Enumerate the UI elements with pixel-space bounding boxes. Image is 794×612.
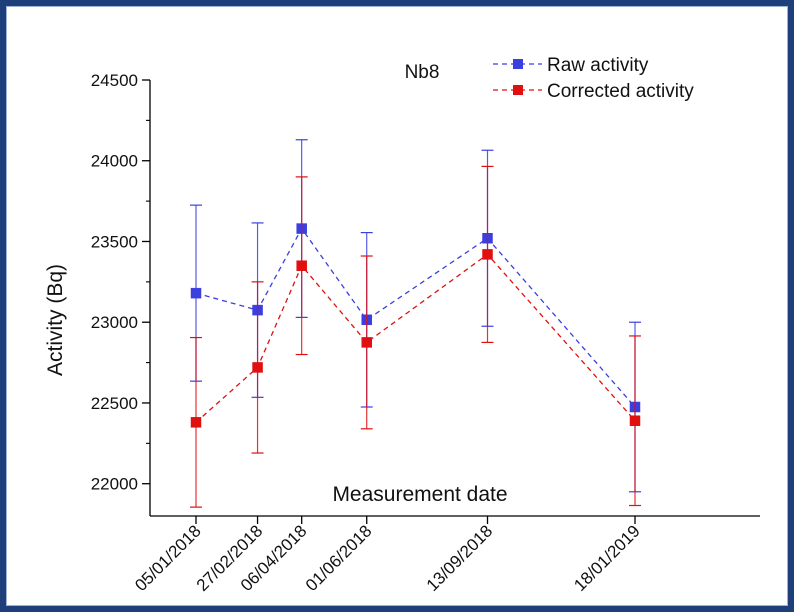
x-tick-label: 13/09/2018 [423, 521, 497, 595]
data-point-marker [296, 260, 307, 271]
legend-label: Raw activity [547, 55, 649, 76]
data-point-marker [252, 362, 263, 373]
axes: 22000225002300023500240002450005/01/2018… [91, 71, 760, 595]
data-point-marker [190, 287, 202, 299]
chart-title: Nb8 [405, 62, 440, 83]
x-tick-label: 18/01/2019 [570, 521, 644, 595]
y-tick-label: 23500 [91, 232, 138, 251]
data-point-marker [629, 415, 641, 426]
legend-entry: Corrected activity [493, 81, 694, 102]
y-tick-label: 24000 [91, 152, 138, 171]
y-axis-title: Activity (Bq) [44, 264, 67, 376]
plot-area [190, 139, 641, 508]
x-tick-label: 01/06/2018 [302, 521, 376, 595]
data-point-marker [361, 337, 372, 348]
y-tick-label: 22500 [91, 394, 138, 413]
legend-marker [513, 59, 523, 69]
series-line [195, 227, 636, 408]
y-tick-label: 24500 [91, 71, 138, 90]
data-point-marker [190, 417, 202, 428]
data-point-marker [482, 249, 493, 260]
y-tick-label: 23000 [91, 313, 138, 332]
series-corrected-activity [190, 165, 641, 508]
legend-entry: Raw activity [493, 55, 649, 76]
x-axis-title: Measurement date [332, 483, 507, 506]
legend-label: Corrected activity [547, 81, 694, 102]
y-tick-label: 22000 [91, 475, 138, 494]
legend-marker [513, 85, 523, 95]
series-line [195, 253, 636, 423]
legend: Raw activity Corrected activity [493, 55, 694, 102]
